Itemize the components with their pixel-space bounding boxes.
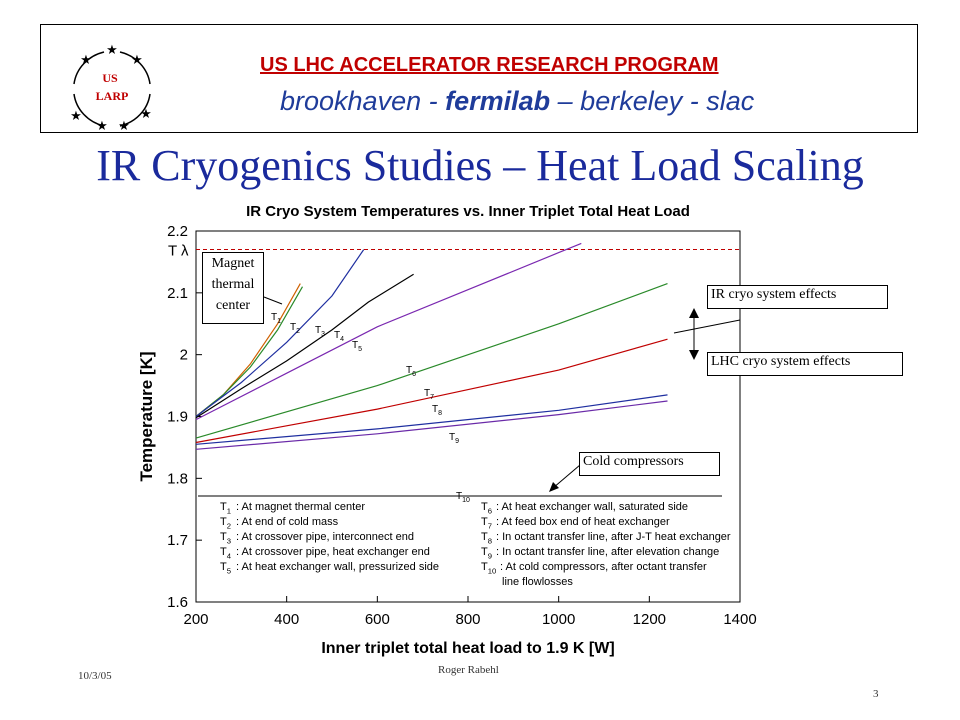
series-line-t9 bbox=[195, 400, 668, 450]
svg-text:★: ★ bbox=[70, 109, 82, 124]
svg-text:★: ★ bbox=[106, 44, 118, 58]
legend-symbol-t4: T4 bbox=[220, 546, 232, 560]
legend-symbol-t7: T7 bbox=[481, 516, 492, 530]
curve-label-t6: T6 bbox=[406, 365, 416, 378]
curve-label-t8: T8 bbox=[432, 404, 442, 417]
legend-text: : In octant transfer line, after elevati… bbox=[496, 546, 719, 558]
legend-text: : At crossover pipe, heat exchanger end bbox=[236, 546, 430, 558]
labs-part-fermilab: fermilab bbox=[445, 86, 551, 116]
curve-label-t10: T10 bbox=[456, 491, 470, 504]
x-tick-label: 1000 bbox=[542, 611, 575, 628]
callout-magnet-line-2: thermal bbox=[211, 277, 255, 292]
svg-text:★: ★ bbox=[118, 119, 130, 134]
footer-author: Roger Rabehl bbox=[438, 664, 499, 676]
legend-symbol-t1: T1 bbox=[220, 501, 231, 515]
legend-text: : In octant transfer line, after J-T hea… bbox=[496, 531, 731, 543]
series-line-t5 bbox=[195, 242, 582, 421]
legend-symbol-t3: T3 bbox=[220, 531, 231, 545]
ir-pointer-line bbox=[673, 319, 741, 334]
svg-text:★: ★ bbox=[80, 53, 92, 68]
program-title: US LHC ACCELERATOR RESEARCH PROGRAM bbox=[260, 54, 719, 76]
footer-date: 10/3/05 bbox=[78, 670, 112, 682]
t-lambda-label: T λ bbox=[168, 243, 189, 260]
legend-text: : At cold compressors, after octant tran… bbox=[500, 561, 707, 573]
x-tick-label: 600 bbox=[365, 611, 390, 628]
x-axis-label: Inner triplet total heat load to 1.9 K [… bbox=[321, 640, 614, 657]
legend-text: : At crossover pipe, interconnect end bbox=[236, 531, 414, 543]
callout-magnet-line-1: Magnet bbox=[211, 256, 255, 271]
legend-symbol-t10: T10 bbox=[481, 561, 496, 575]
chart-title: IR Cryo System Temperatures vs. Inner Tr… bbox=[246, 203, 690, 220]
callout-magnet-line-3: center bbox=[215, 298, 251, 313]
series-line-t7 bbox=[195, 338, 668, 444]
series-line-t3 bbox=[195, 249, 365, 417]
footer-page: 3 bbox=[873, 688, 879, 700]
series-line-t4 bbox=[195, 273, 414, 419]
y-tick-label: 1.9 bbox=[167, 409, 188, 426]
svg-text:★: ★ bbox=[131, 53, 143, 68]
legend-symbol-t9: T9 bbox=[481, 546, 492, 560]
curve-label-t4: T4 bbox=[334, 330, 344, 343]
legend-symbol-t6: T6 bbox=[481, 501, 492, 515]
y-tick-label: 1.7 bbox=[167, 532, 188, 549]
curve-label-t5: T5 bbox=[352, 340, 362, 353]
legend-text: : At heat exchanger wall, pressurized si… bbox=[236, 561, 439, 573]
callout-ir-cryo-effects: IR cryo system effects bbox=[707, 285, 888, 309]
curve-label-t9: T9 bbox=[449, 432, 459, 445]
legend-symbol-t8: T8 bbox=[481, 531, 492, 545]
curve-label-t3: T3 bbox=[315, 325, 325, 338]
legend-symbol-t5: T5 bbox=[220, 561, 231, 575]
series-line-t6 bbox=[195, 283, 668, 439]
y-tick-label: 1.8 bbox=[167, 470, 188, 487]
cold-pointer-line bbox=[552, 464, 581, 489]
svg-text:★: ★ bbox=[140, 107, 152, 122]
callout-lhc-cryo-effects: LHC cryo system effects bbox=[707, 352, 903, 376]
logo-larp-text: LARP bbox=[96, 89, 129, 103]
x-tick-label: 400 bbox=[274, 611, 299, 628]
y-tick-label: 1.6 bbox=[167, 594, 188, 611]
legend-text: : At end of cold mass bbox=[236, 516, 339, 528]
curve-label-t1: T1 bbox=[271, 312, 281, 325]
logo-us-text: US bbox=[102, 71, 118, 85]
legend-text: : At feed box end of heat exchanger bbox=[496, 516, 670, 528]
cold-arrow-icon bbox=[549, 482, 559, 492]
legend-symbol-t2: T2 bbox=[220, 516, 231, 530]
legend-text: line flowlosses bbox=[502, 576, 573, 588]
x-tick-label: 800 bbox=[455, 611, 480, 628]
legend-text: : At magnet thermal center bbox=[236, 501, 365, 513]
star-icon: ★ ★ ★ ★ ★ ★ ★ bbox=[70, 44, 152, 134]
slide-title: IR Cryogenics Studies – Heat Load Scalin… bbox=[96, 141, 864, 190]
y-axis-label: Temperature [K] bbox=[137, 351, 156, 481]
labs-part-a: brookhaven - bbox=[280, 86, 446, 116]
y-tick-label: 2.1 bbox=[167, 285, 188, 302]
series-line-t8 bbox=[195, 394, 668, 445]
arrow-up-icon bbox=[689, 308, 699, 318]
arrow-down-icon bbox=[689, 350, 699, 360]
labs-part-c: – berkeley - slac bbox=[550, 86, 755, 116]
curve-label-t7: T7 bbox=[424, 388, 434, 401]
callout-magnet-thermal-center: Magnet thermal center bbox=[202, 252, 264, 324]
us-larp-logo: ★ ★ ★ ★ ★ ★ ★ US LARP bbox=[70, 44, 152, 134]
curve-label-t2: T2 bbox=[290, 322, 300, 335]
x-tick-label: 200 bbox=[183, 611, 208, 628]
y-tick-label: 2 bbox=[180, 347, 188, 364]
magnet-pointer bbox=[263, 296, 283, 305]
labs-line: brookhaven - fermilab – berkeley - slac bbox=[280, 86, 754, 117]
svg-text:★: ★ bbox=[96, 119, 108, 134]
y-tick-label: 2.2 bbox=[167, 223, 188, 240]
x-tick-label: 1200 bbox=[633, 611, 666, 628]
callout-cold-compressors: Cold compressors bbox=[579, 452, 720, 476]
series-line-t2 bbox=[195, 286, 304, 417]
header-box bbox=[40, 24, 918, 133]
legend-text: : At heat exchanger wall, saturated side bbox=[496, 501, 688, 513]
x-tick-label: 1400 bbox=[723, 611, 756, 628]
